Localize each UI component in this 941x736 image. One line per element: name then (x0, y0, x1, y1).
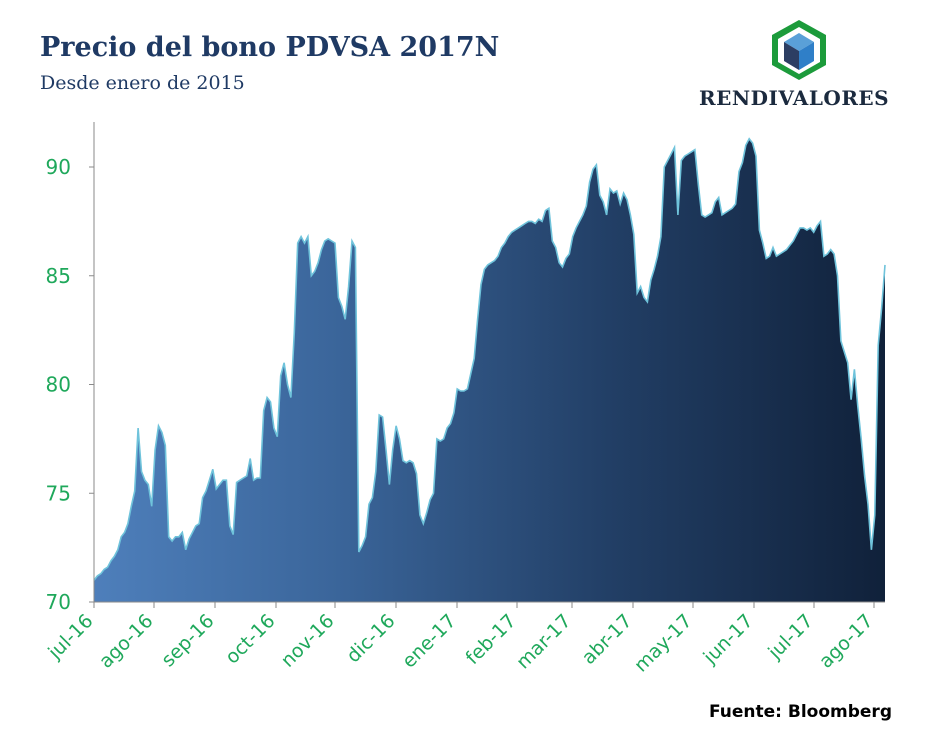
x-tick-label: ago-16 (95, 610, 158, 673)
source-note: Fuente: Bloomberg (709, 702, 892, 722)
x-tick-label: jul-16 (43, 610, 97, 664)
x-tick-label: jun-17 (699, 610, 758, 669)
y-tick-label: 80 (46, 373, 71, 397)
x-tick-label: oct-16 (221, 610, 279, 668)
x-tick-label: mar-17 (512, 610, 575, 673)
x-tick-label: feb-17 (462, 610, 521, 669)
y-tick-label: 85 (46, 264, 71, 288)
x-tick-label: abr-17 (578, 610, 637, 669)
x-tick-label: jul-17 (763, 610, 817, 664)
price-line (93, 137, 886, 581)
x-tick-label: ago-17 (815, 610, 878, 673)
price-area (94, 138, 885, 602)
x-tick-label: dic-16 (342, 610, 399, 667)
brand-name: RENDIVALORES (699, 86, 890, 110)
y-tick-label: 90 (46, 155, 71, 179)
x-tick-label: sep-16 (157, 610, 218, 671)
x-tick-label: may-17 (630, 610, 697, 677)
chart-subtitle: Desde enero de 2015 (40, 72, 245, 94)
chart-title: Precio del bono PDVSA 2017N (40, 32, 500, 63)
y-tick-label: 70 (46, 590, 71, 614)
x-tick-label: nov-16 (277, 610, 339, 672)
y-tick-label: 75 (46, 481, 71, 505)
cube-logo-icon (772, 20, 826, 80)
x-tick-label: ene-17 (398, 610, 461, 673)
